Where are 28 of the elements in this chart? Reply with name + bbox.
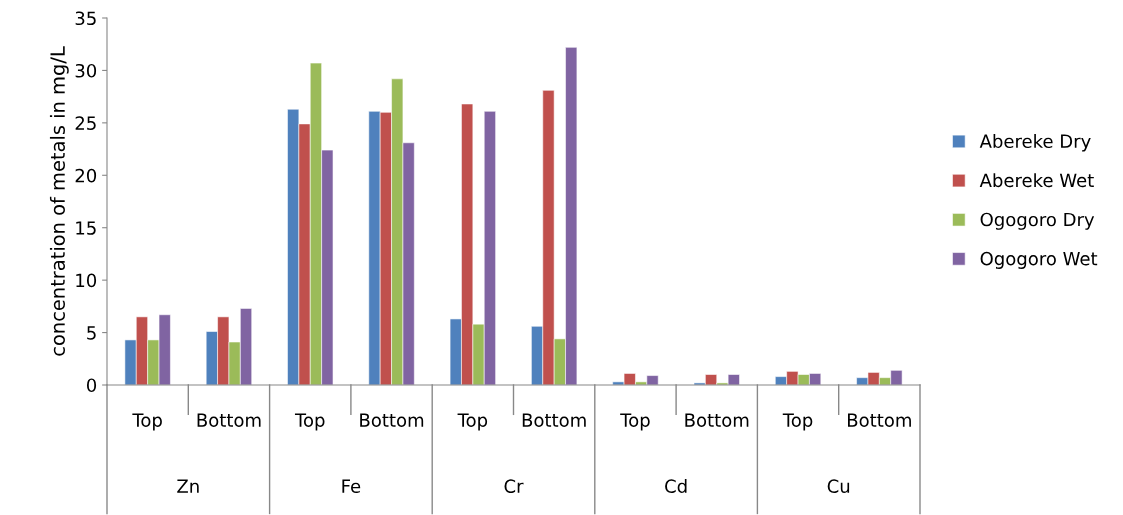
x-tick-label: Bottom — [685, 413, 749, 427]
x-tick-label: Top — [782, 413, 813, 431]
legend-label: Ogogoro Dry — [980, 212, 1095, 230]
text: Cd — [665, 479, 687, 493]
x-tick-label: Top — [294, 413, 325, 431]
x-tick-label: Bottom — [360, 413, 424, 427]
text: Zn — [177, 479, 199, 493]
x-tick-label: Top — [620, 413, 650, 431]
legend-label: Abereke Dry — [979, 134, 1091, 152]
y-tick-label: 5 — [87, 326, 96, 340]
text: Cr — [504, 479, 524, 493]
legend-label: Abereke Wet — [979, 173, 1094, 188]
text: Fe — [342, 479, 361, 493]
x-tick-label: Bottom — [848, 413, 911, 427]
x-tick-label: Bottom — [197, 413, 261, 427]
y-tick-label: 25 — [75, 116, 96, 130]
y-tick-label: 15 — [76, 221, 96, 235]
y-axis-title: concentration of metals in mg/L — [49, 46, 69, 356]
x-tick-label: Bottom — [522, 413, 586, 427]
legend-label: Ogogoro Wet — [980, 251, 1098, 269]
text: Cu — [827, 479, 850, 493]
y-tick-label: 20 — [75, 168, 97, 183]
y-tick-label: 10 — [76, 273, 97, 288]
y-tick-label: 30 — [75, 63, 97, 78]
y-tick-label: 35 — [75, 11, 96, 26]
y-tick-label: 0 — [86, 378, 97, 393]
x-tick-label: Top — [132, 413, 162, 431]
x-tick-label: Top — [457, 413, 488, 431]
